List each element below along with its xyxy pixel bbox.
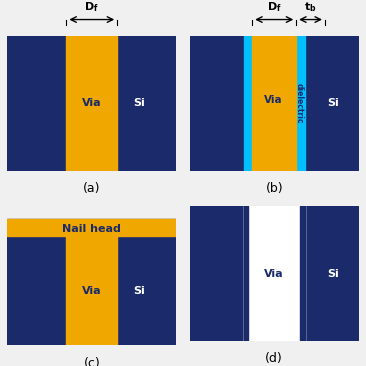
Text: Via: Via: [82, 286, 102, 296]
Text: (a): (a): [83, 182, 101, 195]
Text: Via: Via: [264, 269, 284, 279]
Bar: [67, 36, 117, 171]
Bar: [249, 206, 251, 341]
Text: $\mathbf{t_b}$: $\mathbf{t_b}$: [304, 0, 317, 14]
Text: Si: Si: [133, 98, 145, 108]
Text: Si: Si: [133, 286, 145, 296]
Bar: [7, 219, 176, 236]
Bar: [252, 36, 296, 171]
Text: $\mathbf{D_f}$: $\mathbf{D_f}$: [85, 0, 99, 14]
Text: Via: Via: [82, 98, 102, 108]
Text: (c): (c): [83, 357, 100, 366]
Bar: [244, 36, 305, 171]
Text: (d): (d): [265, 352, 283, 365]
Text: $\mathbf{D_f}$: $\mathbf{D_f}$: [267, 0, 281, 14]
Text: Si: Si: [328, 98, 339, 108]
Text: Si: Si: [328, 269, 339, 279]
Text: (b): (b): [265, 182, 283, 195]
Bar: [67, 236, 117, 346]
Text: dielectric: dielectric: [295, 83, 304, 124]
Text: Via: Via: [264, 95, 283, 105]
Bar: [299, 206, 301, 341]
Bar: [7, 219, 176, 346]
Bar: [244, 206, 248, 341]
Bar: [244, 206, 305, 341]
Text: Nail head: Nail head: [62, 224, 121, 234]
Bar: [244, 206, 305, 341]
Bar: [300, 206, 305, 341]
